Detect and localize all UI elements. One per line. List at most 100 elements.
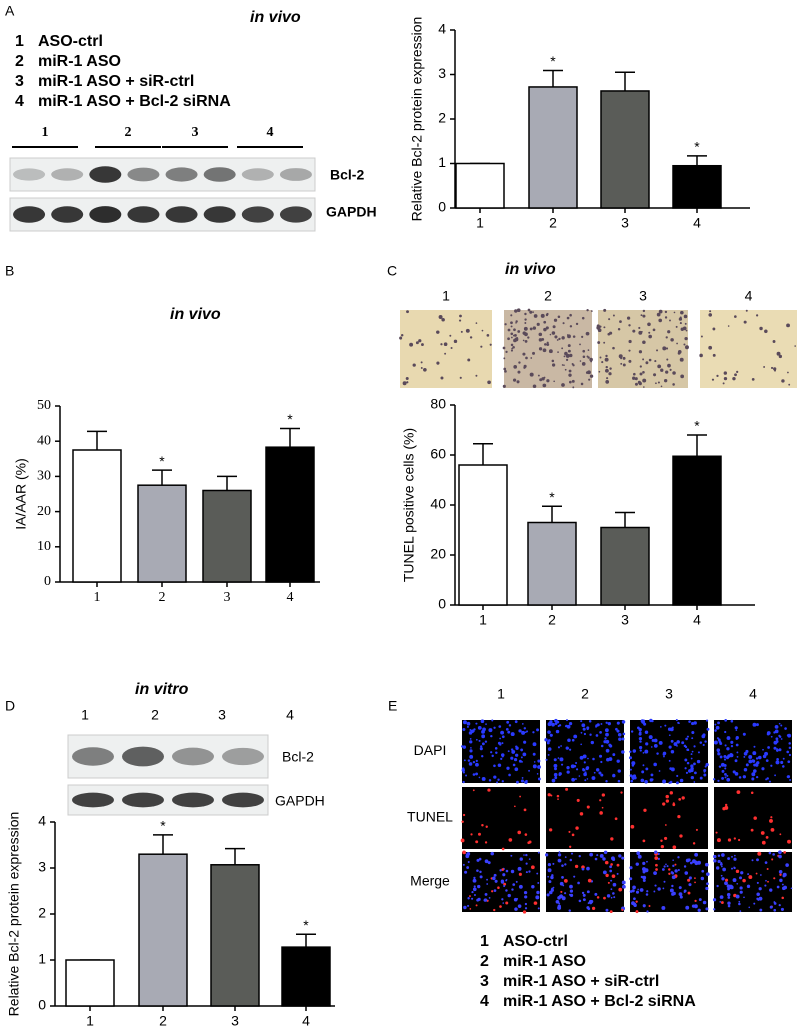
nucleus	[564, 892, 567, 895]
nucleus	[787, 839, 792, 844]
nucleus	[733, 866, 736, 870]
nucleus	[469, 749, 473, 753]
cell	[440, 376, 444, 380]
nucleus	[614, 817, 618, 821]
nucleus	[620, 791, 623, 794]
nucleus	[581, 891, 585, 895]
nucleus	[521, 777, 524, 779]
cell	[561, 336, 565, 340]
nucleus	[653, 762, 657, 767]
cell	[781, 379, 785, 383]
nucleus	[629, 774, 633, 778]
nucleus	[787, 760, 791, 764]
cell	[502, 384, 506, 388]
lane-label: 1	[81, 707, 89, 723]
nucleus	[615, 727, 618, 731]
nucleus	[661, 905, 666, 910]
nucleus	[462, 863, 465, 866]
nucleus	[609, 910, 613, 914]
legend-text: miR-1 ASO + siR-ctrl	[503, 973, 659, 990]
nucleus	[676, 774, 679, 778]
nucleus	[725, 878, 729, 882]
panel-letter: C	[387, 263, 397, 279]
nucleus	[462, 771, 465, 774]
nucleus	[662, 887, 665, 890]
cell	[565, 358, 569, 361]
y-tick-label: 4	[38, 813, 46, 829]
nucleus	[685, 771, 689, 774]
nucleus	[716, 884, 719, 888]
cell	[524, 321, 527, 324]
lane-label: 1	[42, 125, 49, 140]
column-label: 3	[639, 288, 647, 304]
nucleus	[681, 741, 685, 745]
nucleus	[656, 752, 659, 755]
cell	[558, 337, 561, 341]
cell	[776, 351, 781, 356]
cell	[642, 378, 647, 383]
nucleus	[742, 732, 746, 736]
nucleus	[605, 732, 609, 737]
nucleus	[507, 893, 511, 898]
nucleus	[514, 767, 519, 772]
nucleus	[586, 726, 590, 730]
nucleus	[672, 859, 674, 861]
nucleus	[605, 739, 610, 744]
nucleus	[684, 745, 688, 749]
nucleus	[480, 719, 485, 724]
cell	[524, 318, 527, 321]
nucleus	[515, 880, 518, 883]
cell	[734, 373, 737, 377]
nucleus	[778, 850, 782, 855]
blot-band	[241, 206, 274, 223]
nucleus	[508, 838, 513, 842]
nucleus	[547, 739, 551, 742]
nucleus	[665, 794, 669, 799]
nucleus	[582, 767, 585, 771]
nucleus	[755, 775, 759, 779]
cell	[675, 325, 678, 328]
nucleus	[782, 874, 786, 878]
significance-mark: *	[694, 139, 700, 155]
nucleus	[692, 842, 696, 845]
y-axis-label: TUNEL positive cells (%)	[401, 428, 417, 582]
cell	[538, 338, 543, 342]
nucleus	[532, 731, 535, 734]
cell	[510, 314, 513, 317]
nucleus	[612, 753, 616, 756]
nucleus	[748, 759, 753, 764]
cell	[533, 314, 538, 318]
nucleus	[688, 883, 692, 887]
y-tick-label: 1	[38, 951, 46, 967]
nucleus	[768, 780, 771, 783]
legend-text: miR-1 ASO	[503, 953, 586, 970]
x-tick-label: 4	[287, 590, 294, 605]
nucleus	[642, 875, 647, 880]
nucleus	[632, 750, 636, 753]
nucleus	[475, 772, 478, 776]
nucleus	[553, 772, 558, 777]
cell	[585, 331, 590, 336]
nucleus	[778, 748, 782, 752]
nucleus	[550, 794, 553, 797]
nucleus	[673, 742, 678, 746]
nucleus	[677, 856, 680, 859]
blot-band	[279, 168, 312, 181]
cell	[732, 376, 736, 381]
cell	[599, 325, 602, 328]
nucleus	[738, 902, 741, 906]
nucleus	[472, 773, 476, 776]
y-tick-label: 10	[37, 539, 51, 554]
nucleus	[770, 828, 775, 832]
nucleus	[470, 747, 472, 749]
nucleus	[605, 908, 609, 912]
cell	[639, 365, 642, 368]
nucleus	[524, 907, 528, 910]
cell	[489, 343, 492, 346]
nucleus	[594, 892, 598, 896]
nucleus	[587, 902, 590, 905]
nucleus	[610, 879, 613, 882]
nucleus	[525, 853, 528, 857]
x-tick-label: 3	[621, 215, 629, 231]
nucleus	[546, 893, 550, 897]
